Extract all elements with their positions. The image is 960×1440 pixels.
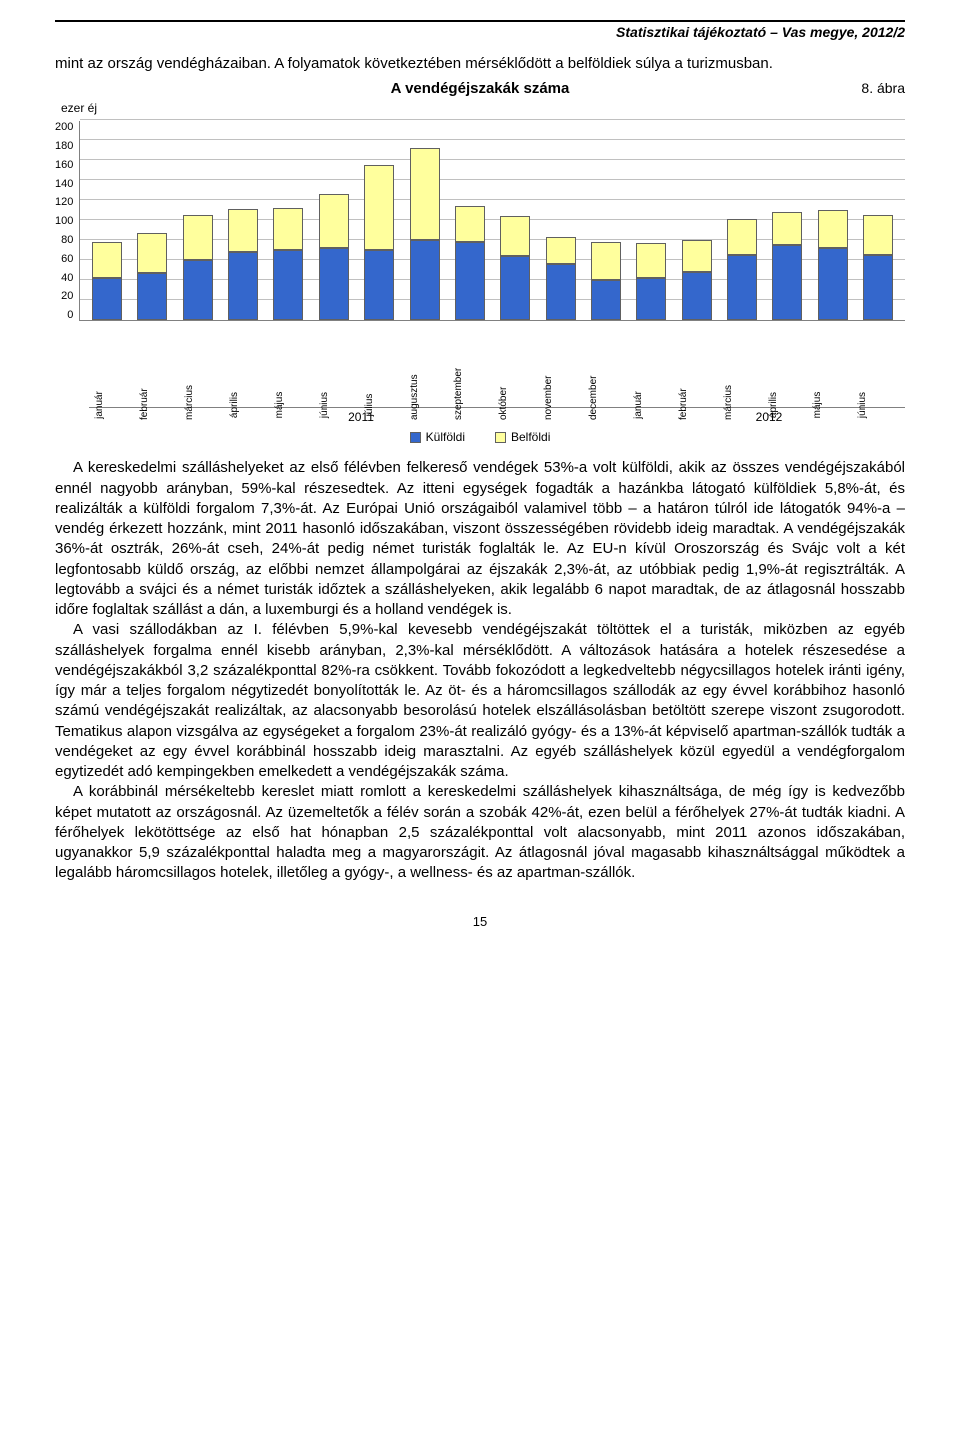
figure-label: 8. ábra (861, 80, 905, 96)
chart-legend: Külföldi Belföldi (55, 430, 905, 444)
bar-segment-kulfoldi (183, 260, 213, 320)
y-axis: 200180160140120100806040200 (55, 121, 79, 321)
bar-segment-kulfoldi (410, 240, 440, 320)
y-tick: 20 (61, 290, 73, 302)
bar-segment-belfoldi (727, 219, 757, 255)
y-tick: 140 (55, 178, 73, 190)
y-tick: 100 (55, 215, 73, 227)
intro-paragraph: mint az ország vendégházaiban. A folyama… (55, 54, 905, 74)
gridline (80, 159, 905, 160)
gridline (80, 179, 905, 180)
bar-segment-kulfoldi (137, 273, 167, 320)
bar-segment-belfoldi (591, 242, 621, 280)
bar-column (772, 212, 802, 320)
bar-segment-belfoldi (682, 240, 712, 272)
bar-segment-kulfoldi (455, 242, 485, 320)
bar-segment-kulfoldi (228, 252, 258, 320)
legend-swatch (495, 432, 506, 443)
legend-swatch (410, 432, 421, 443)
y-tick: 80 (61, 234, 73, 246)
gridline (80, 139, 905, 140)
bar-segment-kulfoldi (319, 248, 349, 320)
header-rule (55, 20, 905, 22)
y-tick: 120 (55, 196, 73, 208)
legend-item: Külföldi (410, 430, 465, 444)
bar-segment-kulfoldi (500, 256, 530, 320)
bar-segment-kulfoldi (727, 255, 757, 320)
bar-segment-belfoldi (137, 233, 167, 273)
bar-segment-kulfoldi (682, 272, 712, 320)
header-title: Statisztikai tájékoztató – Vas megye, 20… (55, 24, 905, 40)
bar-segment-belfoldi (455, 206, 485, 242)
bar-column (92, 242, 122, 320)
bar-column (137, 233, 167, 320)
bar-segment-kulfoldi (818, 248, 848, 320)
gridline (80, 199, 905, 200)
gridline (80, 119, 905, 120)
body-paragraph: A vasi szállodákban az I. félévben 5,9%-… (55, 620, 905, 782)
chart-plot (79, 121, 905, 321)
bar-segment-belfoldi (183, 215, 213, 260)
bar-column (546, 237, 576, 320)
bar-segment-kulfoldi (591, 280, 621, 320)
y-tick: 180 (55, 140, 73, 152)
bar-column (228, 209, 258, 320)
bar-segment-belfoldi (364, 165, 394, 250)
bar-segment-belfoldi (546, 237, 576, 264)
bar-column (727, 219, 757, 320)
bar-segment-kulfoldi (273, 250, 303, 320)
bar-column (183, 215, 213, 320)
bar-column (273, 208, 303, 320)
bar-column (364, 165, 394, 320)
y-tick: 160 (55, 159, 73, 171)
legend-label: Külföldi (426, 430, 465, 444)
y-axis-label: ezer éj (55, 101, 905, 115)
bar-segment-kulfoldi (364, 250, 394, 320)
bar-column (682, 240, 712, 320)
bar-segment-kulfoldi (546, 264, 576, 320)
bar-segment-belfoldi (818, 210, 848, 248)
legend-label: Belföldi (511, 430, 550, 444)
legend-item: Belföldi (495, 430, 550, 444)
bar-segment-belfoldi (228, 209, 258, 252)
bar-segment-kulfoldi (863, 255, 893, 320)
bar-column (319, 194, 349, 320)
bar-column (500, 216, 530, 320)
bar-column (818, 210, 848, 320)
bar-segment-belfoldi (92, 242, 122, 278)
bar-segment-belfoldi (273, 208, 303, 250)
bar-segment-belfoldi (319, 194, 349, 248)
bar-segment-kulfoldi (636, 278, 666, 320)
bar-segment-kulfoldi (92, 278, 122, 320)
chart-title: A vendégéjszakák száma (55, 80, 905, 97)
bar-segment-belfoldi (863, 215, 893, 255)
bar-column (863, 215, 893, 320)
x-axis-labels: januárfebruármárciusáprilismájusjúniusjú… (89, 347, 905, 411)
page-number: 15 (55, 914, 905, 929)
y-tick: 0 (67, 309, 73, 321)
y-tick: 40 (61, 272, 73, 284)
bar-column (410, 148, 440, 320)
bar-column (591, 242, 621, 320)
bar-column (455, 206, 485, 320)
body-text: A kereskedelmi szálláshelyeket az első f… (55, 458, 905, 883)
bar-column (636, 243, 666, 320)
y-tick: 200 (55, 121, 73, 133)
body-paragraph: A korábbinál mérsékeltebb kereslet miatt… (55, 782, 905, 883)
bar-segment-belfoldi (500, 216, 530, 256)
body-paragraph: A kereskedelmi szálláshelyeket az első f… (55, 458, 905, 620)
y-tick: 60 (61, 253, 73, 265)
bar-segment-belfoldi (636, 243, 666, 278)
chart-area: 200180160140120100806040200 (55, 117, 905, 347)
bar-segment-belfoldi (410, 148, 440, 240)
chart-container: 8. ábra A vendégéjszakák száma ezer éj 2… (55, 80, 905, 444)
bar-segment-belfoldi (772, 212, 802, 245)
bar-segment-kulfoldi (772, 245, 802, 320)
x-tick-label: június (848, 390, 908, 420)
